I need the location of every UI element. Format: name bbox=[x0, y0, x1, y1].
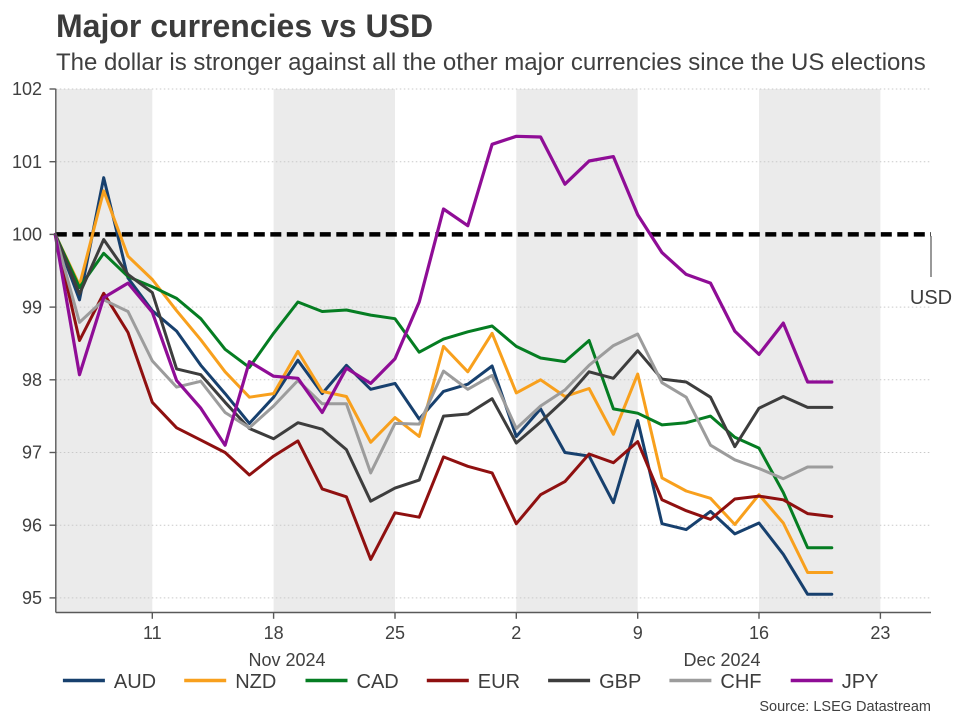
svg-text:EUR: EUR bbox=[478, 671, 520, 693]
svg-text:The dollar is stronger against: The dollar is stronger against all the o… bbox=[56, 49, 926, 76]
svg-text:CHF: CHF bbox=[720, 671, 761, 693]
svg-text:Major currencies vs USD: Major currencies vs USD bbox=[56, 8, 433, 44]
svg-text:16: 16 bbox=[749, 623, 769, 643]
svg-text:99: 99 bbox=[22, 297, 42, 317]
svg-text:11: 11 bbox=[143, 623, 162, 643]
svg-text:NZD: NZD bbox=[235, 671, 276, 693]
svg-text:98: 98 bbox=[22, 370, 42, 390]
svg-text:CAD: CAD bbox=[357, 671, 399, 693]
svg-text:102: 102 bbox=[12, 79, 42, 99]
svg-text:Source: LSEG Datastream: Source: LSEG Datastream bbox=[759, 699, 931, 715]
svg-text:101: 101 bbox=[12, 152, 42, 172]
svg-text:100: 100 bbox=[12, 225, 42, 245]
svg-text:USD: USD bbox=[910, 287, 952, 309]
svg-text:JPY: JPY bbox=[842, 671, 879, 693]
svg-text:96: 96 bbox=[22, 515, 42, 535]
svg-text:25: 25 bbox=[385, 623, 405, 643]
svg-text:2: 2 bbox=[511, 623, 521, 643]
svg-text:Dec 2024: Dec 2024 bbox=[683, 650, 760, 670]
svg-text:97: 97 bbox=[22, 443, 42, 463]
svg-text:AUD: AUD bbox=[114, 671, 156, 693]
svg-text:GBP: GBP bbox=[599, 671, 641, 693]
svg-text:9: 9 bbox=[633, 623, 643, 643]
svg-text:Nov 2024: Nov 2024 bbox=[248, 650, 325, 670]
svg-text:23: 23 bbox=[870, 623, 890, 643]
svg-text:95: 95 bbox=[22, 588, 42, 608]
svg-text:18: 18 bbox=[264, 623, 284, 643]
